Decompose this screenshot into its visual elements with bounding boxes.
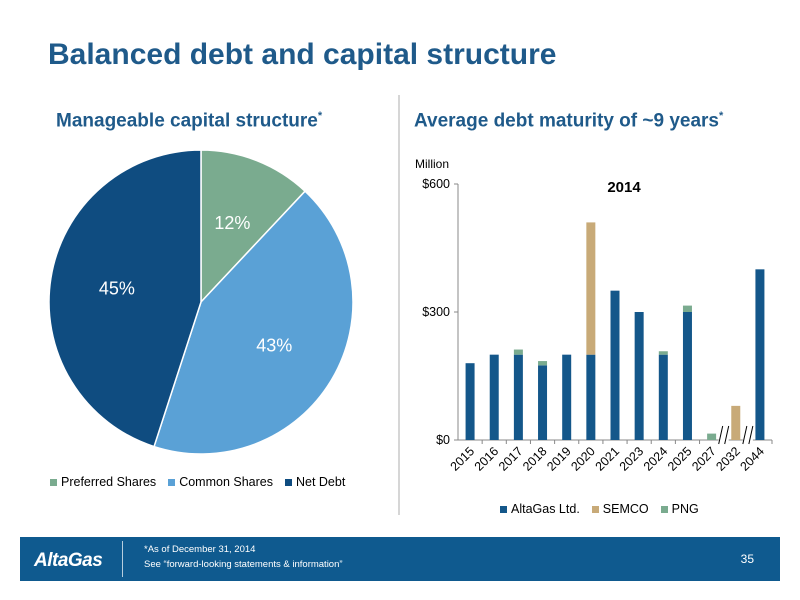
page-number: 35 [740,552,754,566]
legend-label-png: PNG [671,502,699,516]
bar-subtitle: Average debt maturity of ~9 years* [414,110,723,132]
bar-semco [586,222,596,355]
x-tick-label: 2024 [641,444,671,474]
footer-divider [122,541,123,577]
legend-item-preferred: Preferred Shares [50,475,156,489]
pie-slice-net-debt [48,149,202,448]
legend-item-altagas: AltaGas Ltd. [500,502,580,516]
legend-swatch-altagas [500,505,507,513]
axis-break-mark [742,424,754,446]
legend-swatch-common [168,478,176,486]
bar-subtitle-text: Average debt maturity of ~9 years [414,110,720,132]
pie-subtitle-text: Manageable capital structure [56,110,318,132]
x-tick-label: 2019 [544,444,574,474]
legend-item-semco: SEMCO [591,502,649,516]
page-title: Balanced debt and capital structure [48,38,557,71]
x-tick-label: 2017 [496,444,526,474]
x-tick-label: 2025 [665,444,695,474]
section-divider [398,95,400,515]
x-tick-label: 2020 [568,444,598,474]
pie-legend: Preferred Shares Common Shares Net Debt [50,475,357,489]
legend-label-common: Common Shares [179,475,273,489]
bar-altagas [682,312,692,440]
y-tick-label: $300 [422,305,450,319]
pie-slice-preferred [200,149,307,304]
footer-bar: AltaGas *As of December 31, 2014 See “fo… [20,537,780,581]
legend-swatch-png [660,505,668,513]
bar-chart: Million $0 $300 $600 2014 2015201620172018201… [415,157,773,474]
legend-label-net-debt: Net Debt [295,475,346,489]
pie-data-label: 45% [99,279,135,299]
bar-altagas [610,290,620,440]
x-tick-label: 2027 [689,444,719,474]
bar-altagas [465,363,475,440]
bar-altagas [634,312,644,440]
y-axis-label: Million [415,157,449,171]
legend-swatch-semco [591,505,599,513]
footnote-date: *As of December 31, 2014 [144,544,256,555]
footnote-forward-looking: See “forward-looking statements & inform… [144,559,343,570]
legend-item-png: PNG [660,502,699,516]
bar-altagas [755,269,765,440]
pie-subtitle: Manageable capital structure* [56,110,322,132]
axis-break-mark [718,424,730,446]
x-tick-label: 2044 [737,444,767,474]
bar-altagas [513,354,523,440]
bar-semco [731,405,741,440]
x-tick-label: 2015 [448,444,478,474]
bar-png [538,361,548,366]
x-tick-label: 2021 [593,444,623,474]
legend-label-altagas: AltaGas Ltd. [511,502,580,516]
bar-altagas [538,365,548,440]
legend-label-preferred: Preferred Shares [61,475,157,489]
bar-altagas [562,354,572,440]
bar-legend: AltaGas Ltd. SEMCO PNG [500,502,711,516]
x-tick-label: 2018 [520,444,550,474]
y-tick-label: $600 [422,177,450,191]
x-tick-label: 2023 [617,444,647,474]
pie-slice-common [153,190,354,455]
legend-item-net-debt: Net Debt [284,475,346,489]
bar-altagas [658,354,668,440]
pie-data-label: 12% [214,213,250,233]
legend-item-common: Common Shares [168,475,273,489]
bar-png [513,349,523,355]
bar-chart-title: 2014 [607,179,641,196]
legend-swatch-preferred [50,478,57,486]
y-tick-label: $0 [436,433,450,447]
bar-png [658,351,668,355]
legend-label-semco: SEMCO [602,502,649,516]
pie-chart: 12% 43% 45% [48,149,354,455]
legend-swatch-net-debt [284,478,292,486]
bar-png [682,305,692,312]
altagas-logo: AltaGas [34,550,103,571]
bar-png [707,433,717,440]
bar-subtitle-asterisk: * [719,110,724,122]
pie-data-label: 43% [256,335,292,355]
x-tick-label: 2032 [713,444,743,474]
bar-altagas [489,354,499,440]
bar-altagas [586,354,596,440]
pie-subtitle-asterisk: * [317,110,323,122]
x-tick-label: 2016 [472,444,502,474]
